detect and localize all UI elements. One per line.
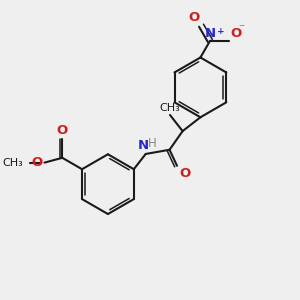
Text: O: O: [32, 156, 43, 169]
Text: O: O: [57, 124, 68, 137]
Text: O: O: [179, 167, 190, 180]
Text: N: N: [205, 27, 216, 40]
Text: CH₃: CH₃: [160, 103, 180, 113]
Text: CH₃: CH₃: [2, 158, 23, 168]
Text: ⁻: ⁻: [238, 22, 244, 36]
Text: +: +: [217, 28, 225, 37]
Text: O: O: [188, 11, 200, 24]
Text: N: N: [138, 139, 149, 152]
Text: O: O: [230, 27, 242, 40]
Text: H: H: [148, 137, 156, 150]
